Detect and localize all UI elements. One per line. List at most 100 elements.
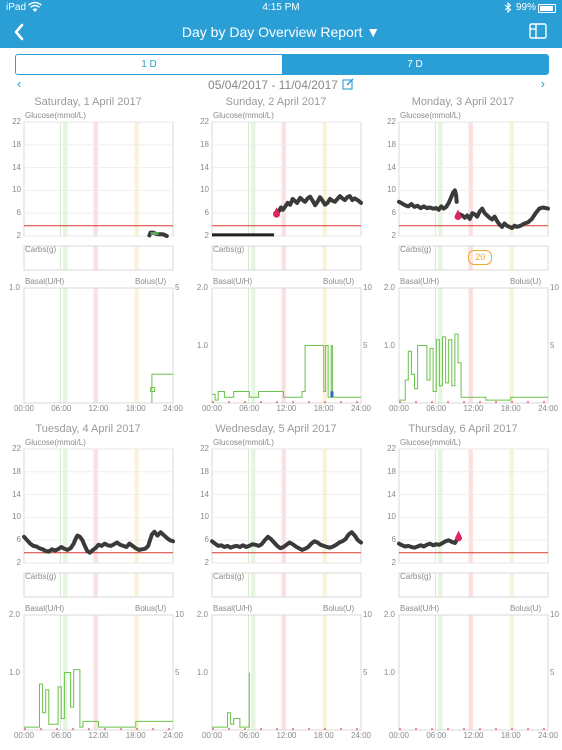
time-tick-label: 12:00 [88, 731, 109, 740]
time-tick-label: 24:00 [537, 404, 559, 413]
basal-max-label: 2.0 [196, 610, 208, 619]
event-marker [150, 232, 159, 236]
bolus-mid-label: 5 [550, 667, 555, 677]
day-panel: Monday, 3 April 2017 22 18 14 10 6 2 Glucose(mm… [375, 96, 559, 414]
wifi-icon [28, 1, 42, 12]
time-band [509, 449, 514, 563]
glucose-tick-label: 18 [12, 466, 21, 476]
basal-frame [398, 287, 549, 404]
glucose-tick-label: 22 [12, 117, 21, 126]
basal-frame [23, 614, 174, 731]
chevron-left-icon[interactable] [8, 18, 32, 46]
day-chart-svg [397, 448, 549, 731]
time-band [93, 122, 98, 236]
carbs-axis-label: Carbs(g) [213, 245, 245, 254]
carbs-frame [398, 245, 549, 271]
time-band [322, 615, 327, 730]
carbs-frame [398, 572, 549, 598]
low-glucose-marker [454, 209, 462, 220]
day-chart-svg [22, 448, 175, 731]
time-band [509, 615, 514, 730]
glucose-tick-label: 14 [387, 162, 396, 172]
bolus-axis-label: Bolus(U) [323, 604, 355, 613]
basal-mid-label: 1.0 [383, 667, 395, 677]
status-time: 4:15 PM [262, 2, 300, 13]
time-band [251, 246, 256, 270]
glucose-tick-label: 14 [387, 489, 396, 499]
time-tick-label: 12:00 [463, 731, 484, 740]
date-range-text: 05/04/2017 - 11/04/2017 [0, 78, 562, 92]
carb-entry-badge[interactable]: 20 [468, 250, 493, 265]
time-band [63, 288, 68, 403]
time-band [134, 615, 139, 730]
layout-icon[interactable] [528, 21, 548, 41]
glucose-tick-label: 6 [204, 535, 209, 545]
time-band [251, 122, 256, 236]
time-band [134, 246, 139, 270]
prev-range-button[interactable]: ‹ [17, 76, 22, 91]
basal-axis-label: Basal(U/H) [25, 604, 65, 613]
bolus-mid-label: 5 [363, 340, 368, 350]
report-title-dropdown[interactable]: Day by Day Overview Report ▼ [181, 24, 381, 40]
basal-frame [211, 287, 362, 404]
time-tick-label: 12:00 [276, 404, 297, 413]
basal-line [24, 669, 173, 728]
glucose-axis-label: Glucose(mmol/L) [25, 111, 86, 120]
day-panel: Tuesday, 4 April 2017 22 18 14 10 6 2 Glucose(m… [0, 423, 184, 741]
basal-line [212, 345, 361, 401]
carbs-axis-label: Carbs(g) [25, 245, 57, 254]
time-band [281, 449, 286, 563]
segment-1d[interactable]: 1 D [16, 55, 282, 74]
time-band [438, 246, 443, 270]
bolus-axis-label: Bolus(U) [510, 604, 542, 613]
glucose-line [273, 194, 363, 216]
glucose-tick-label: 2 [16, 231, 21, 240]
next-range-button[interactable]: › [540, 76, 545, 91]
glucose-tick-label: 22 [12, 444, 21, 453]
time-band [438, 449, 443, 563]
time-band [251, 449, 256, 563]
day-title: Wednesday, 5 April 2017 [215, 423, 337, 435]
time-band [93, 288, 98, 403]
bolus-max-label: 5 [175, 283, 180, 292]
time-band [468, 288, 473, 403]
time-band [281, 246, 286, 270]
time-band [134, 449, 139, 563]
glucose-tick-label: 6 [204, 208, 209, 218]
glucose-tick-label: 18 [12, 139, 21, 149]
basal-line [399, 333, 548, 401]
bolus-max-label: 10 [550, 610, 559, 619]
basal-mid-label: 1.0 [383, 340, 395, 350]
day-title: Tuesday, 4 April 2017 [35, 423, 141, 435]
glucose-tick-label: 2 [391, 558, 396, 567]
time-band [93, 573, 98, 597]
day-chart-svg [397, 121, 550, 404]
time-tick-label: 18:00 [125, 731, 146, 740]
time-tick-label: 18:00 [125, 404, 146, 413]
basal-max-label: 2.0 [383, 283, 395, 292]
time-band [63, 246, 68, 270]
day-title: Saturday, 1 April 2017 [34, 96, 142, 108]
time-band [281, 573, 286, 597]
glucose-axis-label: Glucose(mmol/L) [213, 438, 274, 447]
carbs-axis-label: Carbs(g) [400, 572, 432, 581]
time-tick-label: 24:00 [350, 404, 372, 413]
bluetooth-icon [504, 2, 512, 13]
basal-frame [211, 614, 362, 731]
glucose-tick-label: 22 [200, 117, 209, 126]
time-band [63, 573, 68, 597]
edit-icon[interactable] [342, 78, 354, 90]
time-tick-label: 24:00 [537, 731, 559, 740]
time-tick-label: 06:00 [239, 731, 260, 740]
time-band [322, 246, 327, 270]
glucose-tick-label: 6 [391, 535, 396, 545]
glucose-tick-label: 14 [200, 489, 209, 499]
bolus-max-label: 10 [550, 283, 559, 292]
segment-7d[interactable]: 7 D [282, 55, 548, 74]
day-panel: Sunday, 2 April 2017 22 18 14 10 6 2 Glucose(mm… [188, 96, 372, 414]
carbs-axis-label: Carbs(g) [400, 245, 432, 254]
time-band [509, 573, 514, 597]
time-band [251, 615, 256, 730]
time-tick-label: 12:00 [88, 404, 109, 413]
day-title: Thursday, 6 April 2017 [408, 423, 518, 435]
